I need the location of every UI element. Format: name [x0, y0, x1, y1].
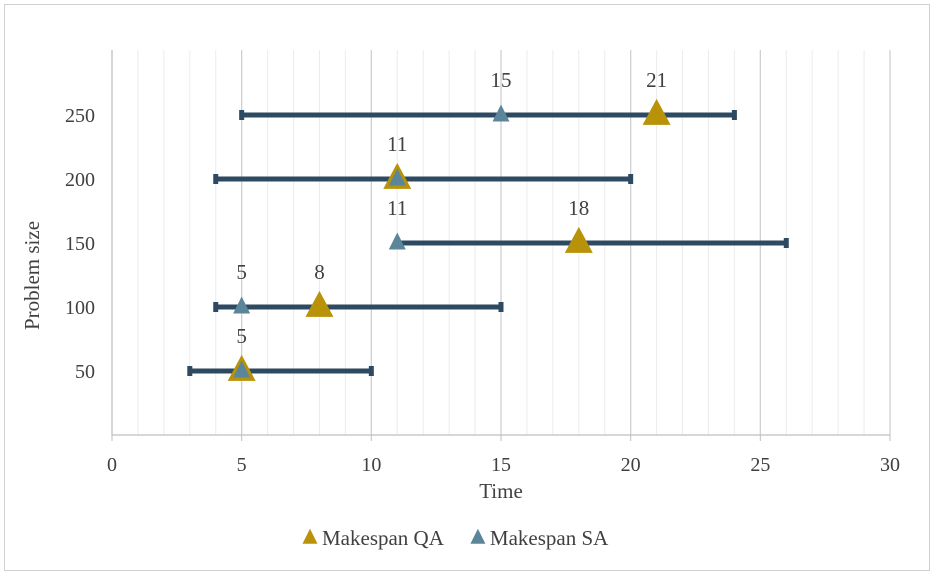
legend-label: Makespan QA	[322, 526, 445, 550]
data-label: 15	[491, 68, 512, 92]
x-tick-label: 10	[361, 454, 381, 476]
y-axis-title: Problem size	[20, 221, 44, 330]
qa-marker	[642, 98, 671, 125]
x-axis-title: Time	[479, 479, 523, 503]
y-tick-label: 100	[65, 297, 95, 319]
data-label: 5	[236, 260, 247, 284]
sa-marker	[233, 360, 251, 378]
markers	[227, 98, 671, 381]
chart-frame	[4, 4, 930, 571]
legend-marker	[302, 528, 318, 544]
y-tick-label: 50	[75, 361, 95, 383]
x-tick-label: 5	[237, 454, 247, 476]
legend-label: Makespan SA	[490, 526, 609, 550]
y-tick-label: 150	[65, 233, 95, 255]
qa-marker	[564, 226, 593, 253]
data-label: 18	[568, 196, 589, 220]
y-tick-label: 200	[65, 169, 95, 191]
data-label: 5	[236, 324, 247, 348]
x-tick-label: 15	[491, 454, 511, 476]
x-tick-label: 25	[750, 454, 770, 476]
x-tick-label: 20	[621, 454, 641, 476]
sa-marker	[388, 232, 406, 250]
legend: Makespan QA Makespan SA	[302, 526, 609, 550]
sa-marker	[388, 168, 406, 186]
sa-marker	[233, 296, 251, 314]
data-label: 21	[646, 68, 667, 92]
qa-marker	[305, 290, 334, 317]
data-label: 8	[314, 260, 325, 284]
axes: 0 5 10 15 20 25 30 50 100 150 200 250 Time Problem si…	[20, 50, 900, 503]
y-tick-label: 250	[65, 105, 95, 127]
data-labels: 5 5 8 11 18 11 15 21	[236, 68, 667, 348]
legend-marker	[470, 528, 486, 544]
x-tick-label: 30	[880, 454, 900, 476]
range-bars	[187, 110, 789, 376]
sa-marker	[492, 104, 510, 122]
x-tick-label: 0	[107, 454, 117, 476]
data-label: 11	[387, 132, 407, 156]
data-label: 11	[387, 196, 407, 220]
